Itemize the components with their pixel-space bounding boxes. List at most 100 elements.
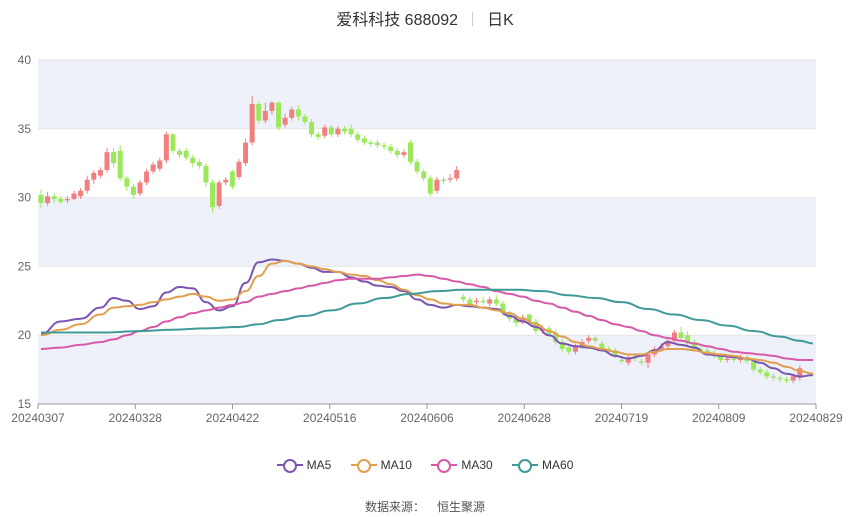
data-source: 数据来源： 恒生聚源: [0, 498, 850, 515]
candle-body: [203, 165, 209, 183]
candle: [645, 351, 651, 369]
candle-body: [51, 196, 57, 199]
x-tick-label: 20240719: [595, 411, 649, 425]
candle-body: [770, 376, 776, 378]
legend-item-ma60[interactable]: MA60: [512, 458, 573, 473]
candle: [309, 119, 315, 138]
candle-body: [137, 182, 143, 194]
candle: [671, 329, 677, 344]
candle: [586, 335, 592, 344]
candle-body: [328, 127, 334, 135]
candle-body: [388, 146, 394, 151]
candle-body: [513, 318, 519, 323]
candle-body: [282, 117, 288, 125]
candle: [401, 149, 407, 158]
candle-body: [480, 300, 486, 303]
candle: [361, 135, 367, 146]
legend-label-ma10: MA10: [380, 458, 412, 472]
candle: [51, 193, 57, 204]
candle-body: [216, 182, 222, 206]
candle: [295, 105, 301, 121]
candle-body: [751, 361, 757, 370]
candle: [388, 143, 394, 154]
source-name: 恒生聚源: [437, 500, 486, 514]
candle-body: [223, 179, 229, 183]
candle-body: [97, 170, 103, 176]
candle: [487, 296, 493, 307]
candle-body: [401, 152, 407, 155]
line-ma30: [40, 273, 813, 361]
legend-label-ma30: MA30: [461, 458, 493, 472]
y-tick-label: 30: [18, 191, 32, 205]
candle-body: [183, 150, 189, 158]
candle: [493, 295, 499, 307]
legend-item-ma5[interactable]: MA5: [276, 458, 332, 473]
candle: [460, 293, 466, 303]
candle: [256, 101, 262, 124]
candle: [177, 148, 183, 158]
legend-marker-ma5: [276, 459, 303, 473]
candle-body: [91, 172, 97, 180]
candle: [348, 124, 354, 138]
line-ma10: [40, 259, 814, 375]
legend-label-ma5: MA5: [306, 458, 332, 472]
candle-body: [612, 350, 618, 356]
y-tick-label: 15: [18, 397, 32, 411]
candle-body: [375, 142, 381, 146]
candle: [375, 139, 381, 149]
candle: [236, 159, 242, 180]
line-ma5: [40, 258, 814, 378]
candle-body: [427, 178, 433, 194]
candle: [381, 142, 387, 150]
band-25-30: [38, 197, 816, 267]
candle-body: [704, 350, 710, 354]
candle: [137, 179, 143, 197]
candle-body: [236, 161, 242, 177]
candle: [678, 326, 684, 341]
candle: [473, 298, 479, 305]
candle-body: [559, 342, 565, 349]
candle-body: [157, 160, 163, 169]
candle: [249, 95, 255, 146]
candle-body: [295, 109, 301, 117]
candle-body: [599, 343, 605, 349]
candle: [770, 373, 776, 381]
candle: [157, 157, 163, 172]
candle: [638, 358, 644, 366]
candle-body: [434, 179, 440, 191]
candle-body: [289, 109, 295, 118]
candle: [777, 375, 783, 382]
candle-body: [144, 171, 150, 183]
candle-body: [625, 357, 631, 363]
candle-body: [731, 358, 737, 360]
candle: [797, 365, 803, 381]
candle: [447, 174, 453, 183]
candle: [553, 329, 559, 345]
candle-body: [572, 346, 578, 352]
candle-body: [790, 376, 796, 381]
candle-body: [58, 198, 64, 202]
candle-body: [757, 369, 763, 373]
x-tick-label: 20240606: [400, 411, 454, 425]
candle-body: [473, 300, 479, 303]
candle-body: [348, 128, 354, 135]
legend: MA5 MA10 MA30 MA60: [0, 458, 850, 473]
candle-body: [487, 299, 493, 304]
candle: [262, 102, 268, 124]
candle: [368, 139, 374, 147]
candle: [559, 339, 565, 352]
candle-body: [784, 379, 790, 381]
candle-body: [249, 104, 255, 143]
period-label: 日K: [487, 12, 514, 29]
candle: [229, 170, 235, 190]
legend-item-ma30[interactable]: MA30: [431, 458, 493, 473]
candle-body: [302, 116, 308, 122]
candle-body: [269, 102, 275, 111]
y-tick-label: 25: [18, 259, 32, 273]
source-label: 数据来源：: [364, 500, 425, 514]
candle-body: [276, 102, 282, 128]
candle: [328, 124, 334, 138]
legend-marker-ma60: [512, 459, 539, 473]
candle-body: [355, 134, 361, 140]
legend-item-ma10[interactable]: MA10: [350, 458, 412, 473]
